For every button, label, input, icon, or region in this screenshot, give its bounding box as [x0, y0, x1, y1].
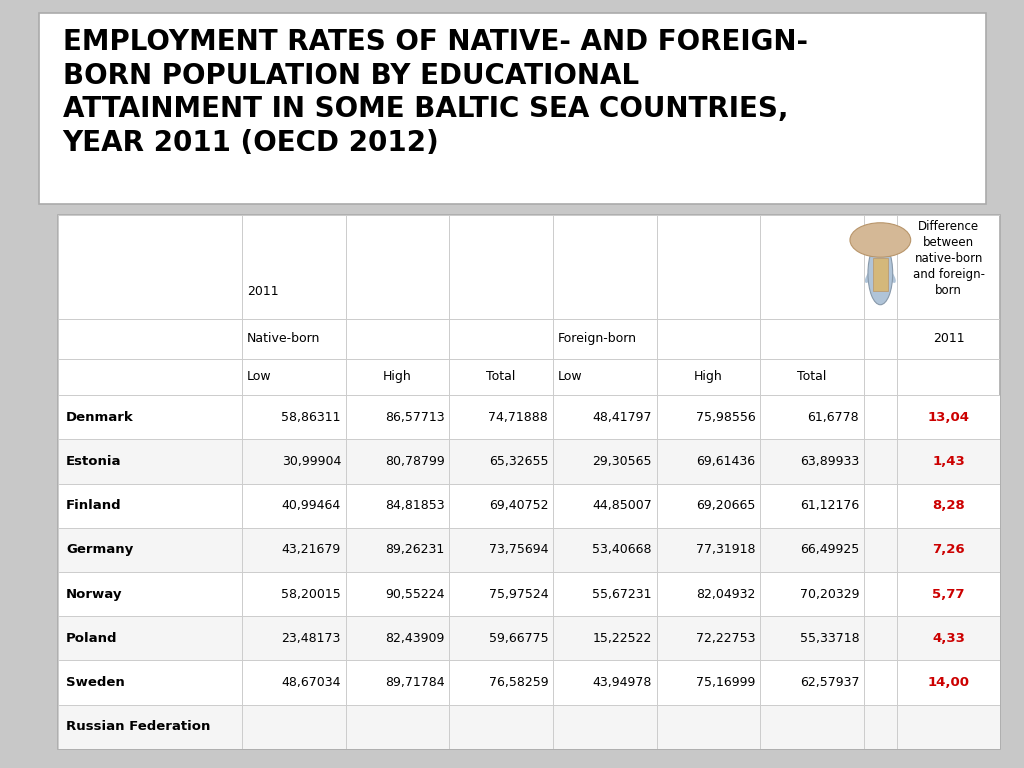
- Text: Total: Total: [486, 370, 516, 383]
- Text: 77,31918: 77,31918: [696, 543, 756, 556]
- Bar: [58, 660, 1000, 704]
- Text: Difference
between
native-born
and foreign-
born: Difference between native-born and forei…: [912, 220, 985, 297]
- Text: 2011: 2011: [247, 285, 279, 297]
- Text: 89,71784: 89,71784: [385, 676, 444, 689]
- Text: Poland: Poland: [66, 632, 118, 645]
- Bar: [873, 258, 888, 290]
- Text: 13,04: 13,04: [928, 411, 970, 424]
- Bar: [58, 395, 1000, 439]
- Text: Low: Low: [558, 370, 583, 383]
- Text: 2011: 2011: [933, 333, 965, 346]
- Text: 82,43909: 82,43909: [385, 632, 444, 645]
- Bar: [58, 572, 1000, 616]
- Text: 48,41797: 48,41797: [592, 411, 652, 424]
- Text: Denmark: Denmark: [66, 411, 134, 424]
- Text: 70,20329: 70,20329: [800, 588, 859, 601]
- Text: 73,75694: 73,75694: [488, 543, 548, 556]
- Text: High: High: [383, 370, 412, 383]
- Text: Germany: Germany: [66, 543, 133, 556]
- Bar: [58, 704, 1000, 749]
- Text: 29,30565: 29,30565: [592, 455, 652, 468]
- Text: 55,67231: 55,67231: [592, 588, 652, 601]
- Ellipse shape: [865, 264, 880, 283]
- Text: 86,57713: 86,57713: [385, 411, 444, 424]
- Text: 90,55224: 90,55224: [385, 588, 444, 601]
- Text: 61,12176: 61,12176: [800, 499, 859, 512]
- Text: 65,32655: 65,32655: [488, 455, 548, 468]
- Text: 61,6778: 61,6778: [808, 411, 859, 424]
- Text: 76,58259: 76,58259: [488, 676, 548, 689]
- Text: Low: Low: [247, 370, 271, 383]
- Ellipse shape: [868, 242, 893, 305]
- Text: 43,21679: 43,21679: [282, 543, 341, 556]
- Text: Norway: Norway: [66, 588, 123, 601]
- Text: 75,97524: 75,97524: [488, 588, 548, 601]
- Text: 5,77: 5,77: [933, 588, 965, 601]
- Text: 1,43: 1,43: [932, 455, 965, 468]
- Circle shape: [850, 223, 910, 257]
- Bar: [58, 484, 1000, 528]
- Text: Finland: Finland: [66, 499, 122, 512]
- Bar: [58, 616, 1000, 660]
- Text: 43,94978: 43,94978: [593, 676, 652, 689]
- Bar: [58, 439, 1000, 484]
- Text: 63,89933: 63,89933: [800, 455, 859, 468]
- Text: 69,61436: 69,61436: [696, 455, 756, 468]
- Text: 75,98556: 75,98556: [695, 411, 756, 424]
- Text: 74,71888: 74,71888: [488, 411, 548, 424]
- Text: 23,48173: 23,48173: [282, 632, 341, 645]
- Text: 44,85007: 44,85007: [592, 499, 652, 512]
- Text: 4,33: 4,33: [932, 632, 965, 645]
- Text: Total: Total: [798, 370, 826, 383]
- Text: 7,26: 7,26: [932, 543, 965, 556]
- Text: Sweden: Sweden: [66, 676, 125, 689]
- Text: High: High: [694, 370, 723, 383]
- Text: 69,40752: 69,40752: [488, 499, 548, 512]
- Text: 8,28: 8,28: [932, 499, 965, 512]
- Text: 69,20665: 69,20665: [696, 499, 756, 512]
- Text: 14,00: 14,00: [928, 676, 970, 689]
- Text: 55,33718: 55,33718: [800, 632, 859, 645]
- Text: 59,66775: 59,66775: [488, 632, 548, 645]
- Text: 80,78799: 80,78799: [385, 455, 444, 468]
- Text: 53,40668: 53,40668: [592, 543, 652, 556]
- Text: Russian Federation: Russian Federation: [66, 720, 210, 733]
- Text: 62,57937: 62,57937: [800, 676, 859, 689]
- Text: 84,81853: 84,81853: [385, 499, 444, 512]
- Text: Foreign-born: Foreign-born: [558, 333, 637, 346]
- Text: 48,67034: 48,67034: [282, 676, 341, 689]
- Text: 58,20015: 58,20015: [282, 588, 341, 601]
- Bar: [58, 528, 1000, 572]
- Text: Native-born: Native-born: [247, 333, 321, 346]
- Text: 66,49925: 66,49925: [800, 543, 859, 556]
- Text: Estonia: Estonia: [66, 455, 122, 468]
- Text: 89,26231: 89,26231: [385, 543, 444, 556]
- Ellipse shape: [882, 264, 896, 283]
- Text: 15,22522: 15,22522: [593, 632, 652, 645]
- Text: 72,22753: 72,22753: [696, 632, 756, 645]
- Text: 75,16999: 75,16999: [696, 676, 756, 689]
- Text: 58,86311: 58,86311: [282, 411, 341, 424]
- Text: 82,04932: 82,04932: [696, 588, 756, 601]
- Text: EMPLOYMENT RATES OF NATIVE- AND FOREIGN-
BORN POPULATION BY EDUCATIONAL
ATTAINME: EMPLOYMENT RATES OF NATIVE- AND FOREIGN-…: [62, 28, 808, 157]
- Text: 30,99904: 30,99904: [282, 455, 341, 468]
- Text: 40,99464: 40,99464: [282, 499, 341, 512]
